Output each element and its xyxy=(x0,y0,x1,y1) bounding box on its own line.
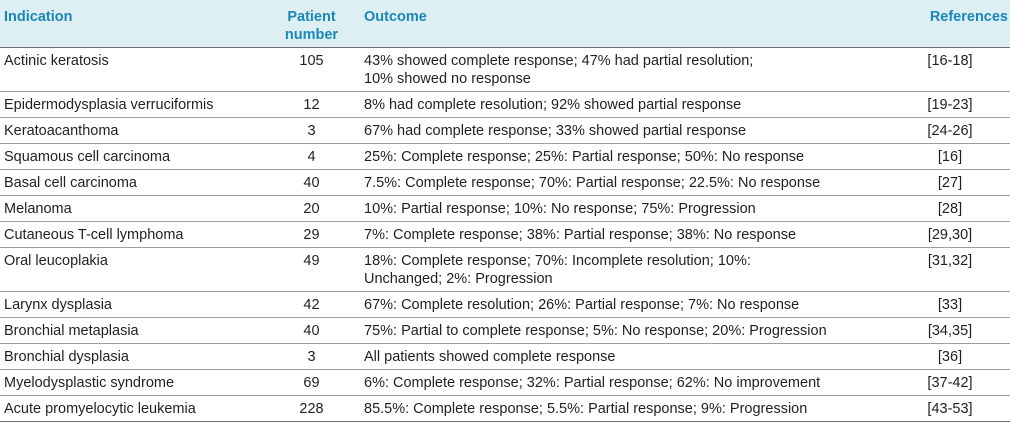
cell-patient-number: 105 xyxy=(263,47,360,92)
table-row: Oral leucoplakia 49 18%: Complete response… xyxy=(0,247,1010,292)
cell-indication: Larynx dysplasia xyxy=(0,291,263,318)
cell-indication: Myelodysplastic syndrome xyxy=(0,369,263,396)
header-indication: Indication xyxy=(0,0,263,48)
cell-indication: Melanoma xyxy=(0,195,263,222)
cell-references: [16-18] xyxy=(890,47,1010,92)
header-references: References xyxy=(890,0,1010,48)
cell-patient-number: 40 xyxy=(263,169,360,196)
cell-indication: Actinic keratosis xyxy=(0,47,263,92)
cell-patient-number: 228 xyxy=(263,395,360,422)
cell-outcome: 8% had complete resolution; 92% showed p… xyxy=(360,91,890,118)
cell-outcome: 67%: Complete resolution; 26%: Partial r… xyxy=(360,291,890,318)
cell-patient-number: 20 xyxy=(263,195,360,222)
cell-references: [24-26] xyxy=(890,117,1010,144)
cell-references: [37-42] xyxy=(890,369,1010,396)
table-row: Bronchial dysplasia 3 All patients showed … xyxy=(0,343,1010,370)
cell-indication: Cutaneous T-cell lymphoma xyxy=(0,221,263,248)
cell-outcome: 85.5%: Complete response; 5.5%: Partial … xyxy=(360,395,890,422)
cell-references: [34,35] xyxy=(890,317,1010,344)
header-outcome: Outcome xyxy=(360,0,890,48)
table-row: Acute promyelocytic leukemia 228 85.5%: Co… xyxy=(0,395,1010,422)
header-patient-number: Patient number xyxy=(263,0,360,48)
cell-indication: Epidermodysplasia verruciformis xyxy=(0,91,263,118)
cell-references: [43-53] xyxy=(890,395,1010,422)
cell-indication: Acute promyelocytic leukemia xyxy=(0,395,263,422)
cell-references: [31,32] xyxy=(890,247,1010,292)
cell-outcome: 75%: Partial to complete response; 5%: N… xyxy=(360,317,890,344)
cell-indication: Squamous cell carcinoma xyxy=(0,143,263,170)
cell-patient-number: 49 xyxy=(263,247,360,292)
cell-outcome: 25%: Complete response; 25%: Partial res… xyxy=(360,143,890,170)
header-row: Indication Patient number Outcome Refere… xyxy=(0,0,1010,48)
cell-references: [36] xyxy=(890,343,1010,370)
table-row: Actinic keratosis 105 43% showed complete … xyxy=(0,47,1010,92)
cell-indication: Keratoacanthoma xyxy=(0,117,263,144)
table-row: Keratoacanthoma 3 67% had complete respons… xyxy=(0,117,1010,144)
cell-outcome: 67% had complete response; 33% showed pa… xyxy=(360,117,890,144)
cell-references: [29,30] xyxy=(890,221,1010,248)
cell-patient-number: 3 xyxy=(263,343,360,370)
cell-references: [27] xyxy=(890,169,1010,196)
table-row: Bronchial metaplasia 40 75%: Partial to co… xyxy=(0,317,1010,344)
cell-patient-number: 4 xyxy=(263,143,360,170)
cell-references: [16] xyxy=(890,143,1010,170)
cell-references: [28] xyxy=(890,195,1010,222)
table-row: Basal cell carcinoma 40 7.5%: Complete res… xyxy=(0,169,1010,196)
cell-patient-number: 29 xyxy=(263,221,360,248)
cell-indication: Basal cell carcinoma xyxy=(0,169,263,196)
cell-outcome: 7.5%: Complete response; 70%: Partial re… xyxy=(360,169,890,196)
table-row: Myelodysplastic syndrome 69 6%: Complete r… xyxy=(0,369,1010,396)
cell-indication: Bronchial dysplasia xyxy=(0,343,263,370)
cell-patient-number: 12 xyxy=(263,91,360,118)
cell-outcome: 7%: Complete response; 38%: Partial resp… xyxy=(360,221,890,248)
cell-outcome: 43% showed complete response; 47% had pa… xyxy=(360,47,890,92)
cell-patient-number: 40 xyxy=(263,317,360,344)
cell-outcome: 6%: Complete response; 32%: Partial resp… xyxy=(360,369,890,396)
cell-outcome: 10%: Partial response; 10%: No response;… xyxy=(360,195,890,222)
table-row: Larynx dysplasia 42 67%: Complete resoluti… xyxy=(0,291,1010,318)
cell-references: [33] xyxy=(890,291,1010,318)
table-row: Squamous cell carcinoma 4 25%: Complete re… xyxy=(0,143,1010,170)
cell-patient-number: 69 xyxy=(263,369,360,396)
table-row: Epidermodysplasia verruciformis 12 8% had … xyxy=(0,91,1010,118)
table-row: Cutaneous T-cell lymphoma 29 7%: Complete … xyxy=(0,221,1010,248)
cell-indication: Bronchial metaplasia xyxy=(0,317,263,344)
table-header: Indication Patient number Outcome Refere… xyxy=(0,0,1010,48)
cell-indication: Oral leucoplakia xyxy=(0,247,263,292)
cell-outcome: All patients showed complete response xyxy=(360,343,890,370)
cell-patient-number: 3 xyxy=(263,117,360,144)
cell-outcome: 18%: Complete response; 70%: Incomplete … xyxy=(360,247,890,292)
table-row: Melanoma 20 10%: Partial response; 10%: No… xyxy=(0,195,1010,222)
cell-references: [19-23] xyxy=(890,91,1010,118)
table-body: Actinic keratosis 105 43% showed complete … xyxy=(0,47,1010,422)
cell-patient-number: 42 xyxy=(263,291,360,318)
